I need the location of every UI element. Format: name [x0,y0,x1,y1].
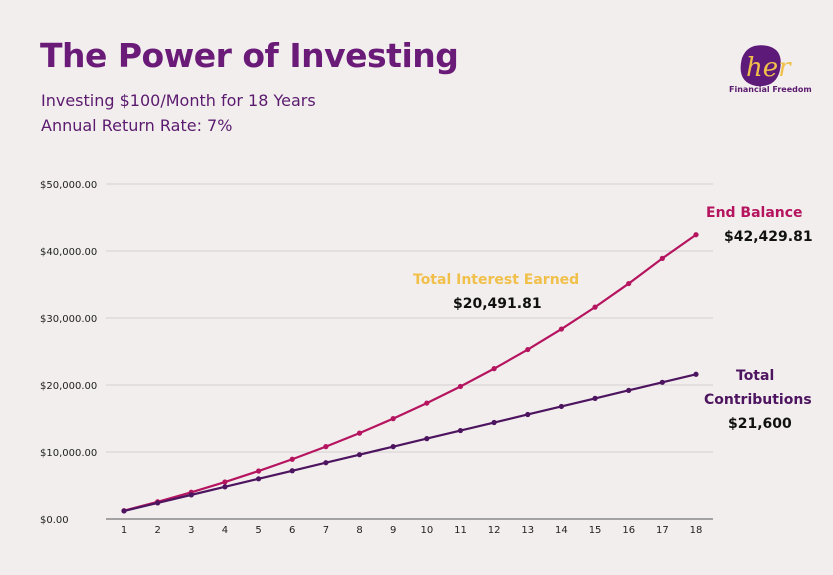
x-tick-label: 14 [555,525,568,536]
x-tick-label: 11 [454,525,467,536]
data-point [659,255,665,261]
subtitle-return-rate: Annual Return Rate: 7% [41,116,233,135]
data-point [693,232,699,238]
data-point [121,508,127,514]
logo-text: Financial Freedom [729,85,812,94]
end-balance-label: End Balance [706,205,803,221]
data-point [626,387,632,393]
x-tick-label: 7 [323,525,329,536]
data-point [592,304,598,310]
data-point [222,484,228,490]
x-tick-label: 5 [255,525,261,536]
x-tick-label: 18 [690,525,703,536]
data-point [457,427,464,434]
x-tick-label: 13 [521,525,534,536]
data-point [188,492,194,498]
y-tick-label: $0.00 [40,515,69,526]
data-point [255,468,262,474]
data-point [390,444,396,450]
series-line-end-balance [123,233,697,512]
x-tick-label: 2 [154,525,160,536]
data-point [457,383,464,390]
x-tick-label: 12 [488,525,501,536]
logo-script: her [746,53,792,83]
y-tick-label: $20,000.00 [40,381,97,392]
x-tick-label: 3 [188,525,194,536]
x-tick-label: 15 [589,525,602,536]
x-tick-label: 4 [222,525,228,536]
data-point [323,460,329,466]
data-point [558,326,565,332]
data-point [592,395,598,401]
x-tick-label: 10 [420,525,433,536]
series-line-total-contributions [123,373,697,513]
data-point [525,411,531,418]
contributions-value: $21,600 [728,416,792,432]
interest-value: $20,491.81 [453,296,542,312]
x-tick-label: 1 [121,525,127,536]
data-point [323,444,329,450]
data-point [289,456,295,462]
x-tick-label: 8 [356,525,362,536]
data-point [424,436,430,442]
y-tick-label: $30,000.00 [40,314,97,325]
interest-label: Total Interest Earned [413,272,580,288]
data-point [390,416,396,422]
data-point [356,430,363,436]
data-point [626,280,632,287]
subtitle-investment: Investing $100/Month for 18 Years [41,91,316,110]
y-tick-label: $50,000.00 [40,180,97,191]
end-balance-value: $42,429.81 [724,229,813,245]
contributions-label-1: Total [736,368,775,384]
y-tick-label: $40,000.00 [40,247,97,258]
x-tick-label: 16 [622,525,635,536]
contributions-label-2: Contributions [704,392,812,408]
data-point [424,400,430,406]
data-point [659,379,665,385]
y-tick-label: $10,000.00 [40,448,97,459]
x-tick-label: 6 [289,525,295,536]
data-point [491,366,497,372]
data-point [491,419,497,426]
data-point [289,468,295,474]
data-point [356,452,363,458]
data-point [155,500,161,506]
x-tick-label: 17 [656,525,669,536]
page-title: The Power of Investing [40,36,459,75]
data-point [525,346,531,353]
data-point [222,479,228,485]
x-tick-label: 9 [390,525,396,536]
data-point [693,371,699,377]
logo: her [740,45,792,87]
data-point [255,476,262,482]
data-point [558,403,565,410]
